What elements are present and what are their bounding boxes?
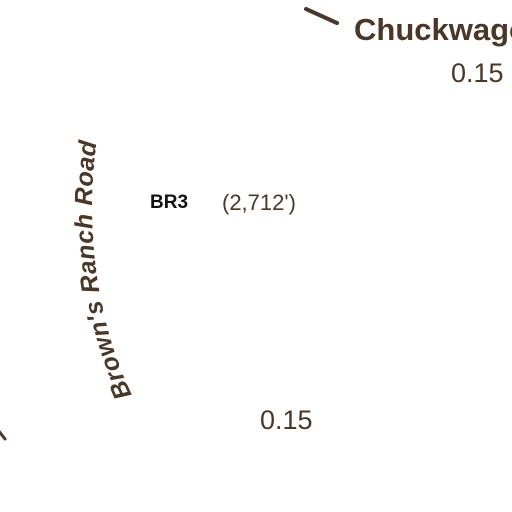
road-name-text: Brown's Ranch Road (70, 138, 137, 404)
distance-label-bottom: 0.15 (260, 405, 313, 435)
trail-name-label: Chuckwagon (354, 12, 512, 47)
distance-label-top: 0.15 (451, 58, 504, 88)
elevation-label: (2,712') (222, 190, 296, 215)
marker-id-label: BR3 (150, 192, 189, 213)
trail-segment-chuckwagon (304, 7, 339, 25)
trail-segment-left-edge (0, 430, 7, 441)
road-name-label: Brown's Ranch Road (70, 138, 137, 404)
